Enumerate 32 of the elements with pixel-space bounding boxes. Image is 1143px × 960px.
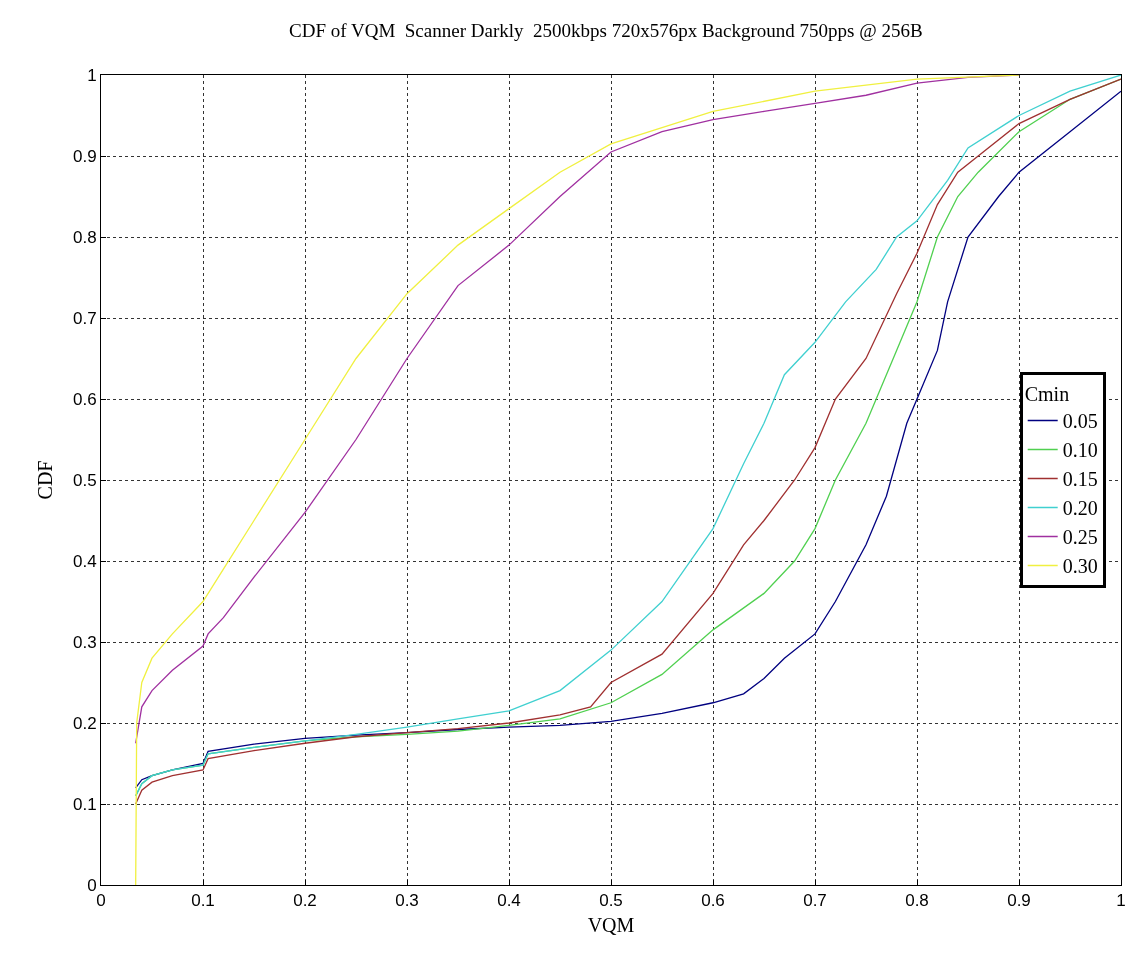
x-tick-label: 0.6 — [701, 891, 725, 911]
legend-title: Cmin — [1024, 383, 1070, 405]
legend-label: 0.25 — [1062, 526, 1098, 549]
y-tick-label: 0.2 — [72, 713, 97, 733]
y-tick-label: 0.9 — [72, 146, 97, 166]
x-tick-label: 0.7 — [803, 891, 827, 911]
y-tick-label: 0.7 — [72, 308, 97, 328]
y-axis-title: CDF — [34, 460, 57, 500]
legend-label: 0.15 — [1062, 468, 1098, 491]
x-axis-title: VQM — [587, 913, 635, 936]
legend-label: 0.10 — [1062, 439, 1098, 462]
y-tick-label: 0 — [87, 875, 97, 895]
x-tick-label: 1 — [1116, 891, 1126, 911]
x-tick-label: 0.3 — [395, 891, 419, 911]
x-tick-label: 0.8 — [905, 891, 929, 911]
y-tick-label: 0.5 — [72, 470, 97, 490]
x-tick-label: 0.2 — [293, 891, 317, 911]
legend-label: 0.05 — [1062, 410, 1098, 433]
legend-label: 0.20 — [1062, 497, 1098, 520]
x-tick-label: 0.1 — [191, 891, 215, 911]
chart-title: CDF of VQM Scanner Darkly 2500kbps 720x576px Background 750pps @ 256B — [289, 20, 923, 42]
y-tick-label: 0.8 — [72, 227, 97, 247]
x-tick-label: 0.5 — [599, 891, 623, 911]
y-tick-label: 0.4 — [72, 551, 97, 571]
x-tick-label: 0.9 — [1007, 891, 1031, 911]
line-series — [135, 75, 1020, 885]
y-tick-label: 0.6 — [72, 389, 97, 409]
y-tick-label: 0.1 — [72, 794, 97, 814]
x-tick-label: 0.4 — [497, 891, 521, 911]
y-tick-label: 0.3 — [72, 632, 97, 652]
y-tick-label: 1 — [87, 65, 97, 85]
legend-label: 0.30 — [1062, 555, 1098, 578]
